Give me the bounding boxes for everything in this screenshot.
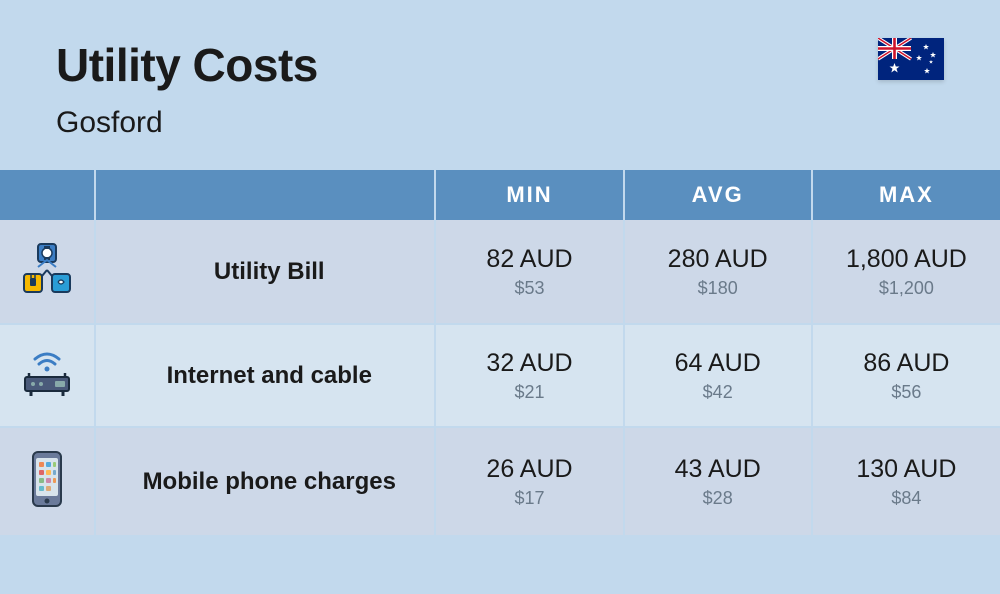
secondary-value: $1,200: [813, 278, 1000, 299]
primary-value: 32 AUD: [436, 349, 622, 378]
secondary-value: $180: [625, 278, 811, 299]
router-icon: [17, 347, 77, 404]
col-header-icon: [0, 170, 95, 220]
col-header-min: MIN: [435, 170, 623, 220]
cell-max: 86 AUD $56: [812, 324, 1000, 427]
row-label: Mobile phone charges: [95, 427, 435, 536]
cell-min: 32 AUD $21: [435, 324, 623, 427]
primary-value: 86 AUD: [813, 349, 1000, 378]
primary-value: 82 AUD: [436, 245, 622, 274]
cell-max: 130 AUD $84: [812, 427, 1000, 536]
cell-avg: 64 AUD $42: [624, 324, 812, 427]
secondary-value: $21: [436, 382, 622, 403]
primary-value: 43 AUD: [625, 455, 811, 484]
cost-table: MIN AVG MAX: [0, 170, 1000, 537]
secondary-value: $28: [625, 488, 811, 509]
row-icon-cell: [0, 427, 95, 536]
title-block: Utility Costs Gosford: [56, 38, 318, 140]
row-icon-cell: [0, 324, 95, 427]
col-header-max: MAX: [812, 170, 1000, 220]
table-row: Utility Bill 82 AUD $53 280 AUD $180 1,8…: [0, 220, 1000, 324]
row-icon-cell: [0, 220, 95, 324]
secondary-value: $56: [813, 382, 1000, 403]
col-header-avg: AVG: [624, 170, 812, 220]
table-row: Internet and cable 32 AUD $21 64 AUD $42…: [0, 324, 1000, 427]
australia-flag-icon: [878, 38, 944, 80]
cell-max: 1,800 AUD $1,200: [812, 220, 1000, 324]
col-header-label: [95, 170, 435, 220]
secondary-value: $17: [436, 488, 622, 509]
table-header-row: MIN AVG MAX: [0, 170, 1000, 220]
cell-min: 26 AUD $17: [435, 427, 623, 536]
row-label: Utility Bill: [95, 220, 435, 324]
cell-avg: 43 AUD $28: [624, 427, 812, 536]
cell-avg: 280 AUD $180: [624, 220, 812, 324]
primary-value: 26 AUD: [436, 455, 622, 484]
secondary-value: $53: [436, 278, 622, 299]
cell-min: 82 AUD $53: [435, 220, 623, 324]
table-row: Mobile phone charges 26 AUD $17 43 AUD $…: [0, 427, 1000, 536]
secondary-value: $42: [625, 382, 811, 403]
phone-icon: [27, 450, 67, 513]
primary-value: 64 AUD: [625, 349, 811, 378]
primary-value: 280 AUD: [625, 245, 811, 274]
utility-icon: [18, 242, 76, 301]
secondary-value: $84: [813, 488, 1000, 509]
primary-value: 130 AUD: [813, 455, 1000, 484]
primary-value: 1,800 AUD: [813, 245, 1000, 274]
header: Utility Costs Gosford: [0, 0, 1000, 170]
page-title: Utility Costs: [56, 38, 318, 92]
row-label: Internet and cable: [95, 324, 435, 427]
page-subtitle: Gosford: [56, 106, 318, 140]
